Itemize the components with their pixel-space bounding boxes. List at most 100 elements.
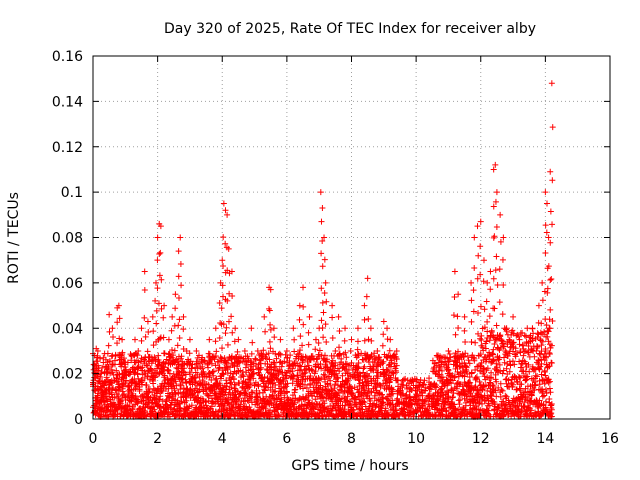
data-point: [351, 394, 358, 401]
data-point: [426, 403, 433, 410]
data-point: [106, 311, 113, 318]
data-point: [495, 384, 502, 391]
data-point: [378, 402, 385, 409]
data-point: [203, 402, 210, 409]
data-point: [373, 397, 380, 404]
data-point: [198, 382, 205, 389]
data-point: [493, 189, 500, 196]
data-point: [236, 359, 243, 366]
data-point: [529, 363, 536, 370]
data-point: [294, 372, 301, 379]
data-point: [241, 389, 248, 396]
data-point: [547, 389, 554, 396]
data-point: [220, 234, 227, 241]
data-point: [98, 370, 105, 377]
data-point: [432, 404, 439, 411]
data-point: [377, 383, 384, 390]
data-point: [104, 350, 111, 357]
data-point: [468, 338, 475, 345]
data-point: [543, 322, 550, 329]
data-point: [515, 373, 522, 380]
data-point: [234, 363, 241, 370]
data-point: [157, 389, 164, 396]
data-point: [537, 336, 544, 343]
data-point: [395, 400, 402, 407]
data-point: [528, 347, 535, 354]
data-point: [103, 374, 110, 381]
data-point: [93, 365, 100, 372]
data-point: [172, 291, 179, 298]
data-point: [374, 380, 381, 387]
data-point: [95, 404, 102, 411]
data-point: [477, 243, 484, 250]
data-point: [368, 337, 375, 344]
data-point: [219, 257, 226, 264]
data-point: [435, 367, 442, 374]
chart-title: Day 320 of 2025, Rate Of TEC Index for r…: [164, 21, 536, 37]
data-point: [334, 392, 341, 399]
data-point: [399, 410, 406, 417]
data-point: [520, 352, 527, 359]
data-point: [113, 387, 120, 394]
data-point: [178, 363, 185, 370]
data-point: [480, 366, 487, 373]
data-point: [270, 395, 277, 402]
data-point: [525, 343, 532, 350]
data-point: [161, 302, 168, 309]
data-point: [349, 373, 356, 380]
data-point: [432, 398, 439, 405]
data-point: [327, 377, 334, 384]
data-point: [228, 268, 235, 275]
data-point: [298, 406, 305, 413]
data-point: [519, 341, 526, 348]
data-point: [487, 333, 494, 340]
data-point: [104, 403, 111, 410]
data-point: [361, 399, 368, 406]
data-point: [224, 369, 231, 376]
data-point: [170, 352, 177, 359]
data-point: [149, 313, 156, 320]
data-point: [113, 405, 120, 412]
data-point: [153, 390, 160, 397]
data-point: [509, 327, 516, 334]
data-points: [90, 80, 556, 420]
data-point: [252, 355, 259, 362]
data-point: [549, 318, 556, 325]
data-point: [187, 386, 194, 393]
data-point: [442, 407, 449, 414]
data-point: [192, 396, 199, 403]
data-point: [436, 371, 443, 378]
data-point: [255, 369, 262, 376]
data-point: [267, 399, 274, 406]
data-point: [189, 391, 196, 398]
data-point: [160, 367, 167, 374]
data-point: [249, 389, 256, 396]
data-point: [119, 394, 126, 401]
data-point: [355, 351, 362, 358]
data-point: [492, 161, 499, 168]
y-tick-label: 0: [74, 412, 83, 428]
data-point: [91, 387, 98, 394]
data-point: [493, 223, 500, 230]
data-point: [547, 168, 554, 175]
data-point: [517, 387, 524, 394]
data-point: [305, 365, 312, 372]
data-point: [341, 388, 348, 395]
data-point: [217, 319, 224, 326]
data-point: [533, 347, 540, 354]
data-point: [332, 404, 339, 411]
data-point: [175, 390, 182, 397]
data-point: [513, 386, 520, 393]
data-point: [152, 358, 159, 365]
data-point: [122, 379, 129, 386]
data-point: [403, 391, 410, 398]
data-point: [356, 388, 363, 395]
data-point: [383, 376, 390, 383]
data-point: [236, 380, 243, 387]
data-point: [210, 368, 217, 375]
data-point: [523, 376, 530, 383]
data-point: [277, 358, 284, 365]
data-point: [362, 352, 369, 359]
data-point: [322, 378, 329, 385]
data-point: [460, 407, 467, 414]
